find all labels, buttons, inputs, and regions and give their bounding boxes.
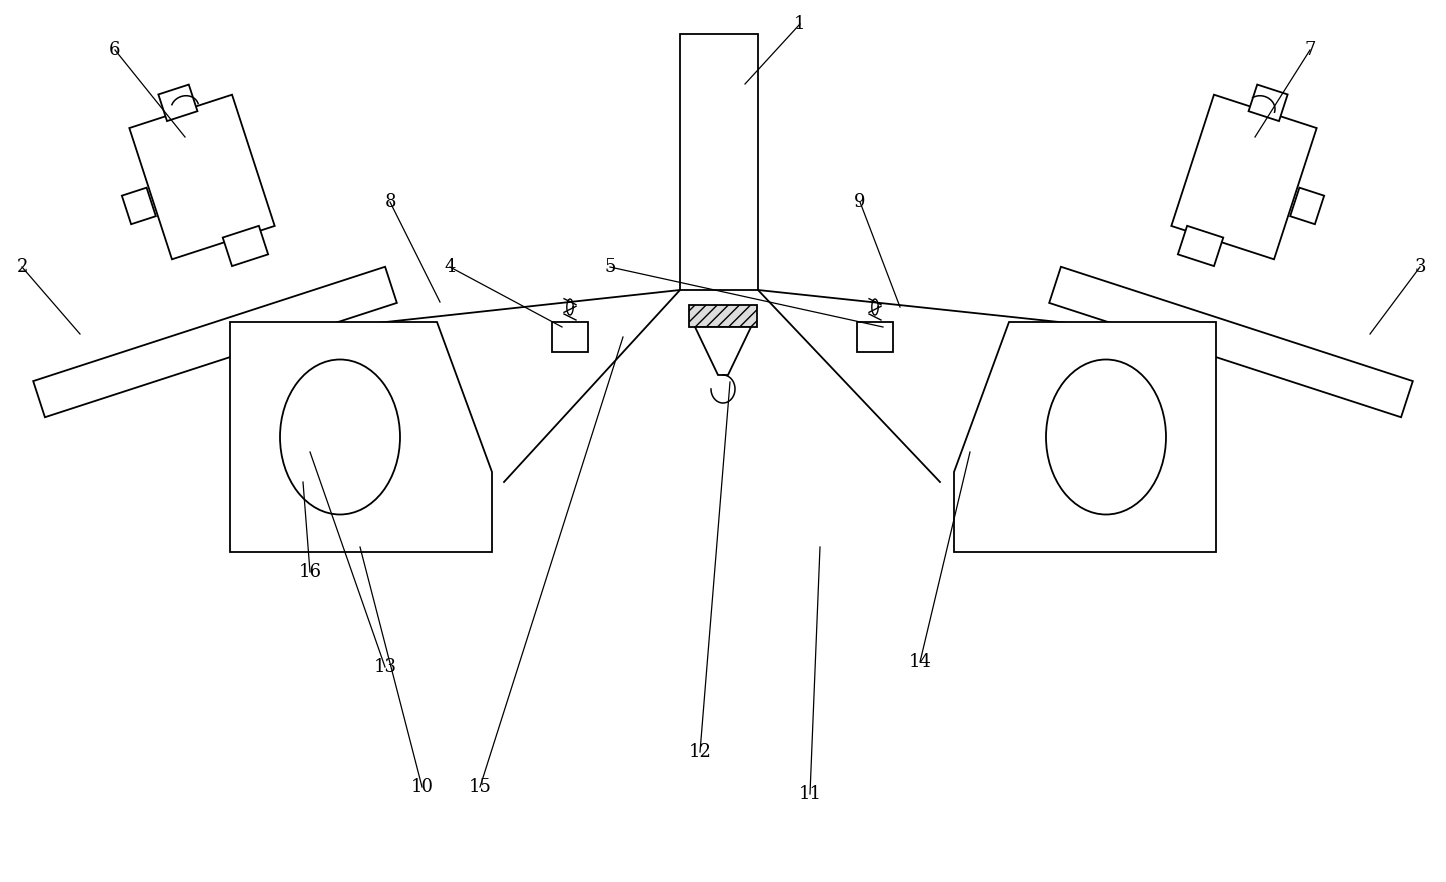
- Text: 13: 13: [373, 658, 396, 676]
- Polygon shape: [159, 85, 198, 121]
- Bar: [688, 305, 758, 327]
- Text: 10: 10: [411, 778, 434, 796]
- Polygon shape: [223, 226, 268, 266]
- Text: 6: 6: [110, 41, 121, 59]
- Text: 3: 3: [1414, 258, 1426, 276]
- Polygon shape: [696, 327, 750, 375]
- Text: 16: 16: [298, 563, 321, 581]
- Text: 15: 15: [469, 778, 492, 796]
- Polygon shape: [121, 188, 156, 224]
- Text: 4: 4: [444, 258, 455, 276]
- Polygon shape: [129, 94, 275, 259]
- Text: 1: 1: [794, 15, 805, 33]
- Text: 14: 14: [908, 653, 931, 671]
- Polygon shape: [1171, 94, 1317, 259]
- Text: 11: 11: [798, 785, 821, 803]
- Text: 7: 7: [1304, 41, 1316, 59]
- Polygon shape: [552, 322, 589, 352]
- Polygon shape: [1290, 188, 1325, 224]
- Text: 8: 8: [385, 193, 396, 211]
- Polygon shape: [954, 322, 1216, 552]
- Text: 2: 2: [16, 258, 27, 276]
- Polygon shape: [1178, 226, 1223, 266]
- Text: 12: 12: [688, 743, 711, 761]
- Polygon shape: [230, 322, 492, 552]
- Text: 9: 9: [855, 193, 866, 211]
- Polygon shape: [1248, 85, 1287, 121]
- Polygon shape: [680, 34, 758, 290]
- Text: 5: 5: [604, 258, 616, 276]
- Polygon shape: [857, 322, 894, 352]
- Polygon shape: [33, 266, 396, 417]
- Polygon shape: [1050, 266, 1413, 417]
